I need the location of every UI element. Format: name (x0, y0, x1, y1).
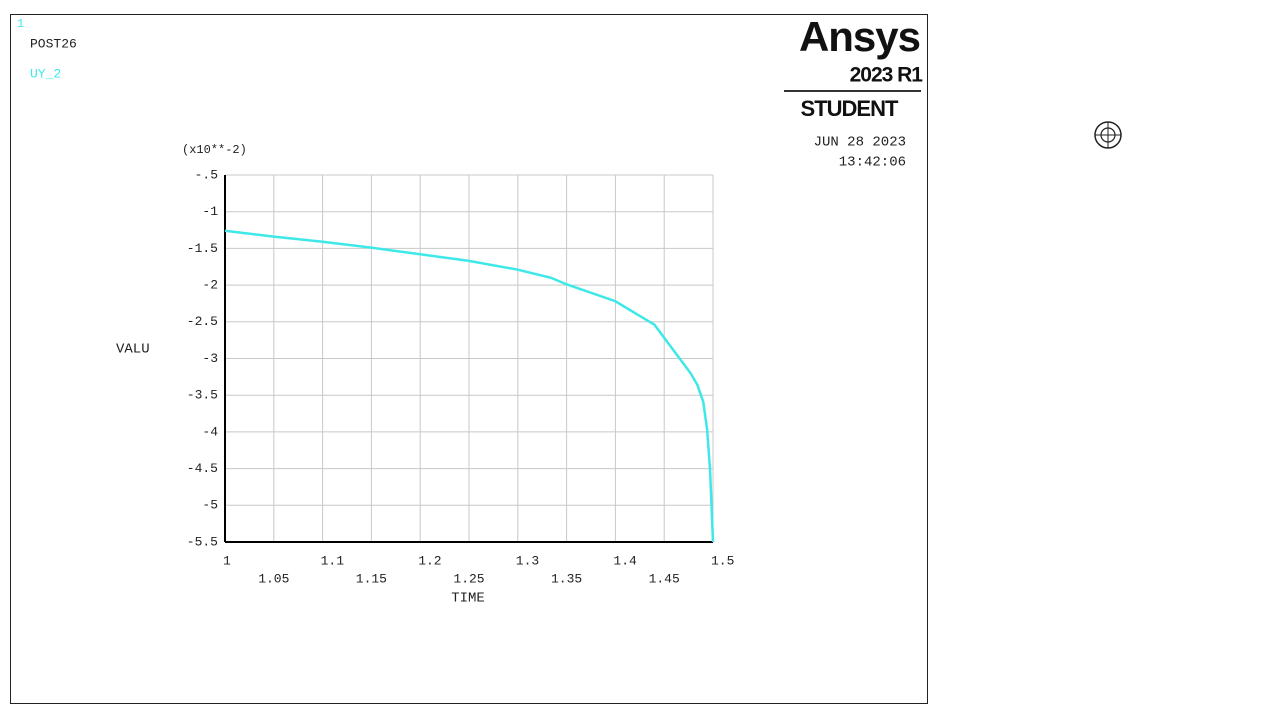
y-axis-label: VALU (116, 342, 150, 358)
x-axis-label: TIME (451, 591, 485, 607)
y-tick-label: -4.5 (187, 461, 218, 476)
y-tick-label: -2 (202, 278, 218, 293)
x-tick-label: 1.5 (711, 553, 734, 568)
y-tick-label: -3.5 (187, 388, 218, 403)
y-tick-label: -1 (202, 204, 218, 219)
y-tick-label: -2.5 (187, 314, 218, 329)
y-tick-label: -1.5 (187, 241, 218, 256)
y-multiplier: (x10**-2) (182, 143, 247, 157)
legend-entry: UY_2 (30, 66, 61, 81)
y-tick-label: -4 (202, 424, 218, 439)
edition: STUDENT (801, 96, 899, 121)
view-icon[interactable] (1094, 121, 1122, 149)
window-number: 1 (17, 17, 24, 31)
x-tick-label: 1.1 (321, 553, 345, 568)
y-tick-label: -.5 (195, 167, 218, 182)
x-tick-label: 1.35 (551, 571, 582, 586)
x-tick-label: 1.15 (356, 571, 387, 586)
x-tick-label: 1.4 (613, 553, 637, 568)
icon-cross (1095, 122, 1121, 148)
x-tick-label: 1.2 (418, 553, 441, 568)
x-tick-label: 1 (223, 553, 231, 568)
y-tick-label: -3 (202, 351, 218, 366)
post-label: POST26 (30, 36, 77, 51)
x-tick-label: 1.05 (258, 571, 289, 586)
date: JUN 28 2023 (814, 135, 906, 151)
x-tick-label: 1.25 (453, 571, 484, 586)
y-tick-label: -5.5 (187, 534, 218, 549)
x-tick-label: 1.45 (649, 571, 680, 586)
y-tick-label: -5 (202, 498, 218, 513)
data-line (224, 229, 715, 543)
time: 13:42:06 (839, 155, 906, 171)
x-tick-label: 1.3 (516, 553, 539, 568)
brand: Ansys (799, 13, 920, 60)
version: 2023 R1 (850, 64, 924, 87)
